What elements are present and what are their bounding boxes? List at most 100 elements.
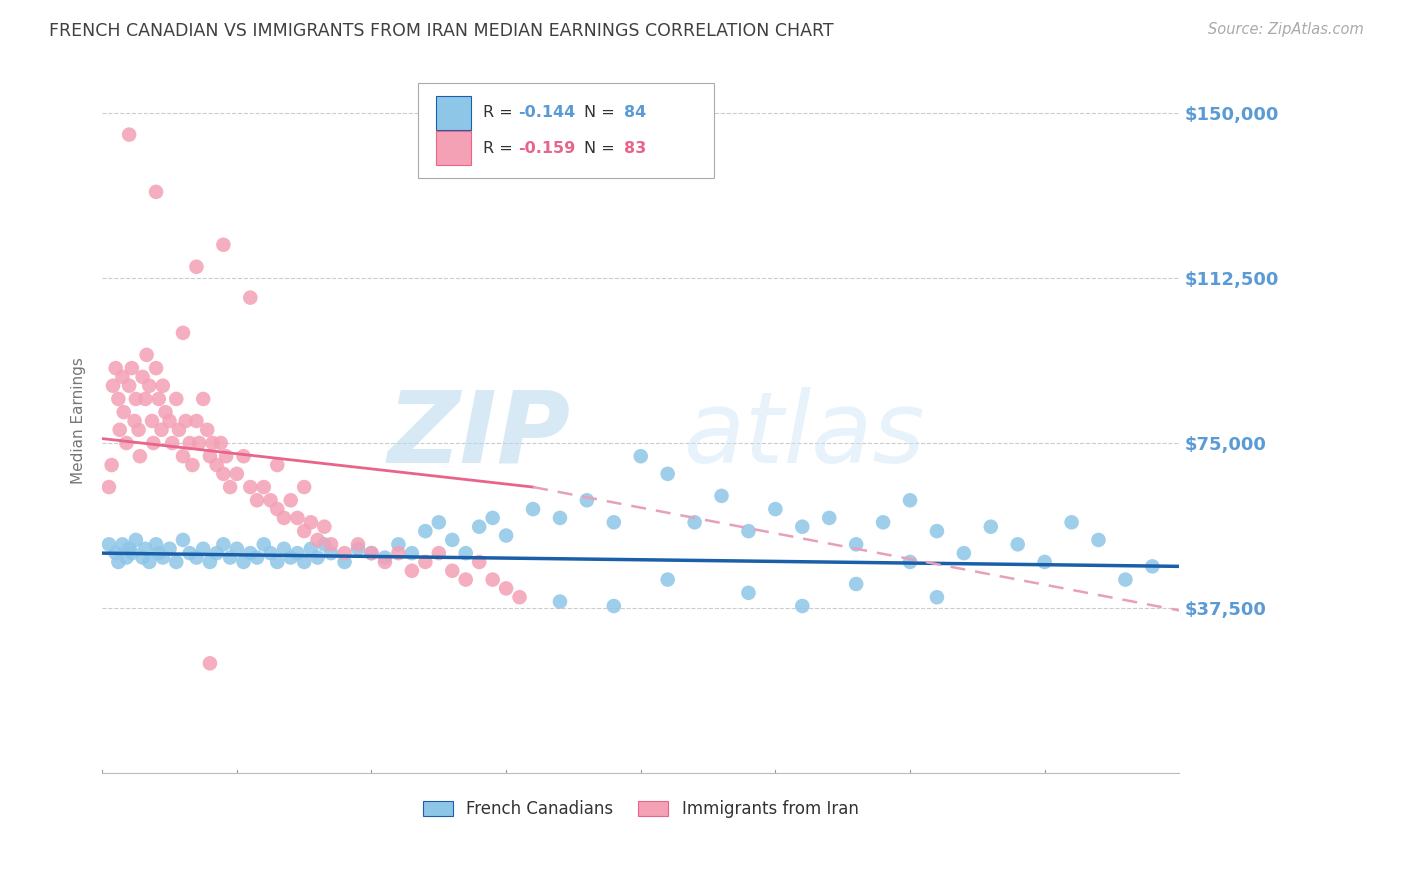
Point bbox=[522, 502, 544, 516]
FancyBboxPatch shape bbox=[436, 96, 471, 130]
Point bbox=[107, 392, 129, 406]
Point bbox=[441, 533, 464, 547]
Point bbox=[225, 467, 247, 481]
Text: R =: R = bbox=[484, 105, 519, 120]
Point bbox=[287, 546, 309, 560]
Point bbox=[603, 599, 626, 613]
Point bbox=[509, 591, 531, 605]
Text: 83: 83 bbox=[623, 141, 645, 156]
Text: -0.144: -0.144 bbox=[517, 105, 575, 120]
Point bbox=[188, 436, 211, 450]
Point bbox=[142, 436, 165, 450]
Point bbox=[134, 392, 156, 406]
Point bbox=[273, 511, 295, 525]
Point bbox=[737, 524, 759, 538]
Point bbox=[280, 493, 302, 508]
Point bbox=[360, 546, 382, 560]
Point bbox=[215, 449, 238, 463]
Point bbox=[172, 533, 194, 547]
Point bbox=[1114, 573, 1136, 587]
Point bbox=[246, 493, 269, 508]
Point bbox=[266, 458, 288, 472]
Point bbox=[818, 511, 841, 525]
Point bbox=[201, 436, 224, 450]
Point bbox=[314, 537, 336, 551]
Point bbox=[186, 414, 208, 428]
Point bbox=[898, 555, 921, 569]
Point bbox=[172, 326, 194, 340]
Point bbox=[121, 546, 143, 560]
Point bbox=[111, 537, 134, 551]
Point bbox=[441, 564, 464, 578]
Point bbox=[1142, 559, 1164, 574]
Point bbox=[145, 361, 167, 376]
Point bbox=[159, 541, 181, 556]
Point bbox=[266, 502, 288, 516]
Point bbox=[575, 493, 598, 508]
Point bbox=[454, 573, 477, 587]
Point bbox=[603, 516, 626, 530]
Point bbox=[387, 537, 409, 551]
Point bbox=[548, 594, 571, 608]
Point bbox=[427, 516, 450, 530]
Point bbox=[193, 392, 215, 406]
Point bbox=[232, 555, 254, 569]
Point bbox=[145, 537, 167, 551]
Point bbox=[179, 546, 201, 560]
Point bbox=[287, 511, 309, 525]
Text: atlas: atlas bbox=[683, 386, 925, 483]
Point bbox=[845, 537, 868, 551]
Point bbox=[360, 546, 382, 560]
Point bbox=[181, 458, 204, 472]
Point bbox=[1087, 533, 1109, 547]
Point bbox=[165, 555, 187, 569]
Point bbox=[253, 537, 276, 551]
Point bbox=[186, 260, 208, 274]
Point bbox=[763, 502, 786, 516]
Point bbox=[104, 546, 127, 560]
Point bbox=[118, 128, 141, 142]
Point bbox=[205, 458, 228, 472]
Point bbox=[97, 537, 120, 551]
Point bbox=[468, 555, 491, 569]
Point bbox=[1060, 516, 1083, 530]
Point bbox=[186, 550, 208, 565]
Point bbox=[792, 519, 814, 533]
Point bbox=[683, 516, 706, 530]
Point bbox=[266, 555, 288, 569]
Point bbox=[141, 414, 163, 428]
Point bbox=[101, 378, 124, 392]
Point bbox=[259, 546, 281, 560]
Point bbox=[152, 550, 174, 565]
Point bbox=[115, 436, 138, 450]
Point bbox=[167, 423, 190, 437]
Point bbox=[246, 550, 269, 565]
Point bbox=[138, 555, 160, 569]
Point bbox=[128, 423, 150, 437]
Point bbox=[155, 405, 177, 419]
Point bbox=[1007, 537, 1029, 551]
Text: N =: N = bbox=[583, 141, 620, 156]
Point bbox=[454, 546, 477, 560]
Point bbox=[219, 480, 242, 494]
Point bbox=[333, 546, 356, 560]
Point bbox=[239, 291, 262, 305]
Point bbox=[307, 550, 329, 565]
Point bbox=[299, 541, 322, 556]
Point bbox=[219, 550, 242, 565]
Point bbox=[212, 237, 235, 252]
Point bbox=[657, 467, 679, 481]
Point bbox=[415, 524, 437, 538]
Text: N =: N = bbox=[583, 105, 620, 120]
Point bbox=[872, 516, 894, 530]
Text: R =: R = bbox=[484, 141, 519, 156]
Point bbox=[374, 550, 396, 565]
Point bbox=[172, 449, 194, 463]
Point bbox=[292, 555, 315, 569]
Point bbox=[401, 564, 423, 578]
Point bbox=[198, 555, 221, 569]
Point bbox=[111, 370, 134, 384]
Point bbox=[212, 537, 235, 551]
Point bbox=[898, 493, 921, 508]
Point bbox=[131, 370, 153, 384]
